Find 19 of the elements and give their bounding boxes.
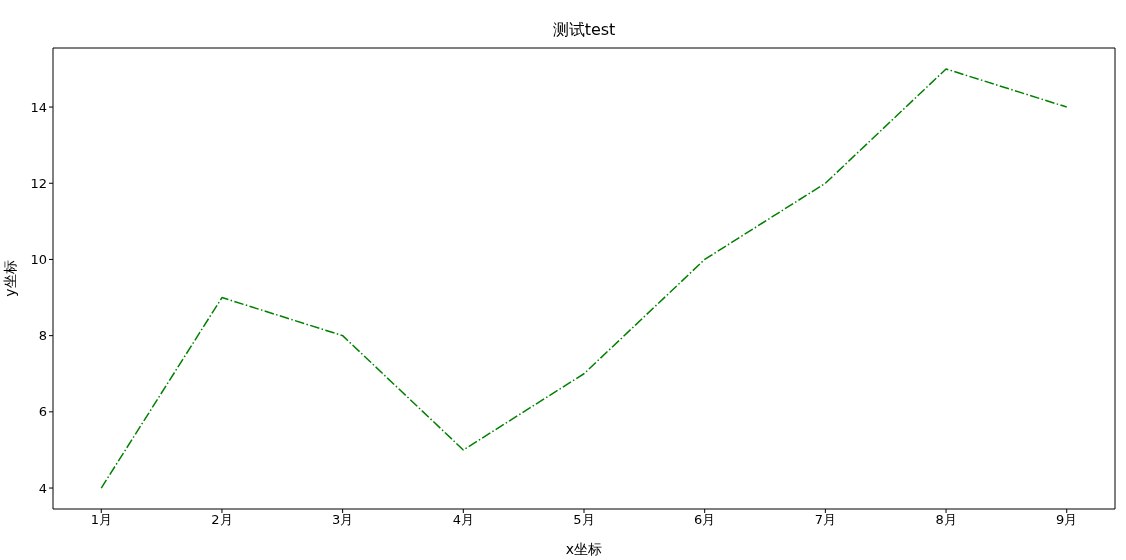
line-series	[100, 68, 1068, 489]
y-tick-label: 14	[30, 99, 47, 115]
chart-title: 测试test	[551, 20, 617, 40]
x-tick-label: 3月	[332, 512, 354, 528]
y-axis-title: y坐标	[1, 260, 18, 297]
x-tick-label: 7月	[814, 512, 836, 528]
x-tick-label: 8月	[935, 512, 957, 528]
x-tick-label: 5月	[573, 512, 595, 528]
y-tick-label: 4	[38, 480, 47, 496]
x-tick-label: 6月	[694, 512, 716, 528]
x-tick-label: 1月	[90, 512, 112, 528]
y-tick-label: 6	[38, 404, 47, 420]
x-tick-label: 9月	[1056, 512, 1078, 528]
y-tick-label: 12	[30, 175, 47, 191]
x-tick-label: 4月	[452, 512, 474, 528]
y-tick-label: 8	[38, 328, 47, 344]
y-tick-label: 10	[30, 252, 47, 268]
x-tick-label: 2月	[211, 512, 233, 528]
x-axis-title: x坐标	[565, 541, 603, 557]
